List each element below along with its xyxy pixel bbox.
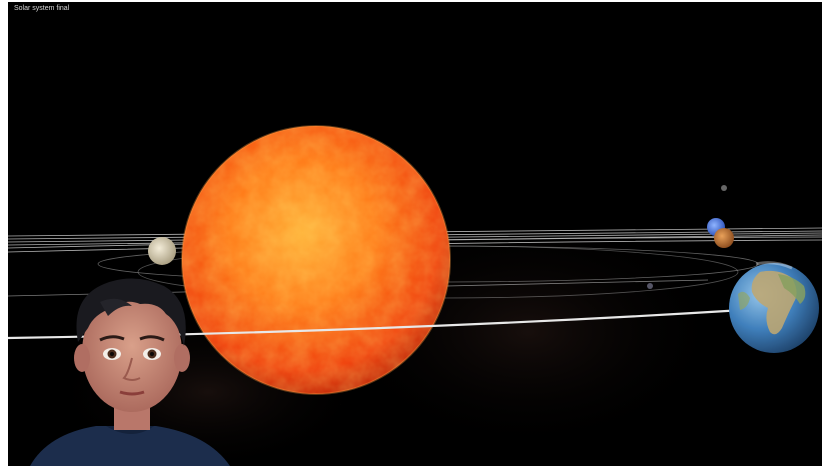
sun[interactable] (181, 125, 451, 395)
small-moon (647, 283, 653, 289)
window-title: Solar system final (14, 5, 70, 12)
mars-planet[interactable] (714, 228, 734, 248)
solar-system-scene[interactable] (8, 2, 822, 466)
viewer-window: Solar system final (8, 2, 822, 466)
earth-planet[interactable] (729, 261, 819, 353)
small-moon (721, 185, 727, 191)
boy-avatar[interactable] (30, 278, 230, 466)
top-shadow (8, 2, 822, 72)
venus-planet[interactable] (148, 237, 176, 265)
